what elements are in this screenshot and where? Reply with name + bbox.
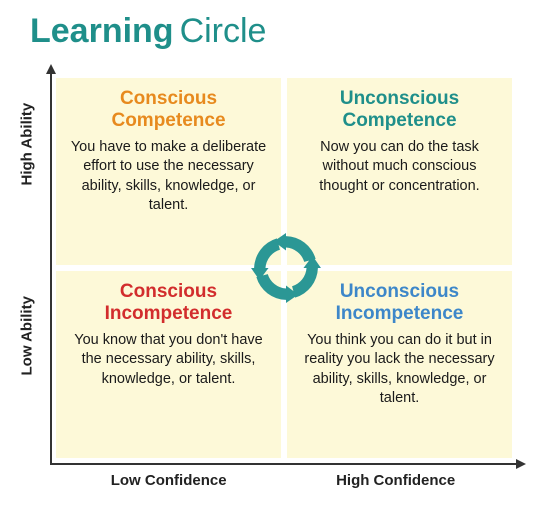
quadrant-title-line2: Competence — [342, 110, 456, 131]
quadrant-title-line2: Competence — [111, 110, 225, 131]
x-axis-labels: Low Confidence High Confidence — [56, 472, 510, 489]
quadrant-body: You have to make a deliberate effort to … — [70, 138, 267, 216]
title-word2: Circle — [180, 12, 267, 50]
quadrant-body: Now you can do the task without much con… — [301, 138, 498, 197]
quadrant-title-line1: Conscious — [120, 88, 217, 109]
x-label-high: High Confidence — [336, 472, 455, 489]
title-word1: Learning — [30, 12, 174, 50]
quadrant-title: Conscious Competence — [111, 88, 225, 132]
chart-area: High Ability Low Ability Conscious Compe… — [50, 70, 530, 485]
quadrant-title: Conscious Incompetence — [105, 281, 233, 325]
quadrant-title-line2: Incompetence — [105, 303, 233, 324]
y-axis-labels: High Ability Low Ability — [14, 78, 40, 457]
quadrant-body: You think you can do it but in reality y… — [301, 331, 498, 409]
cycle-arrows-icon — [248, 230, 324, 306]
quadrant-title: Unconscious Competence — [340, 88, 459, 132]
quadrant-title-line2: Incompetence — [336, 303, 464, 324]
quadrant-title-line1: Unconscious — [340, 88, 459, 109]
quadrant-body: You know that you don't have the necessa… — [70, 331, 267, 390]
quadrant-title-line1: Conscious — [120, 281, 217, 302]
diagram-title: LearningCircle — [30, 12, 266, 51]
x-axis — [50, 463, 520, 465]
y-label-high: High Ability — [19, 160, 36, 186]
quadrant-title: Unconscious Incompetence — [336, 281, 464, 325]
y-axis — [50, 70, 52, 465]
quadrant-title-line1: Unconscious — [340, 281, 459, 302]
y-label-low: Low Ability — [19, 349, 36, 375]
x-label-low: Low Confidence — [111, 472, 227, 489]
